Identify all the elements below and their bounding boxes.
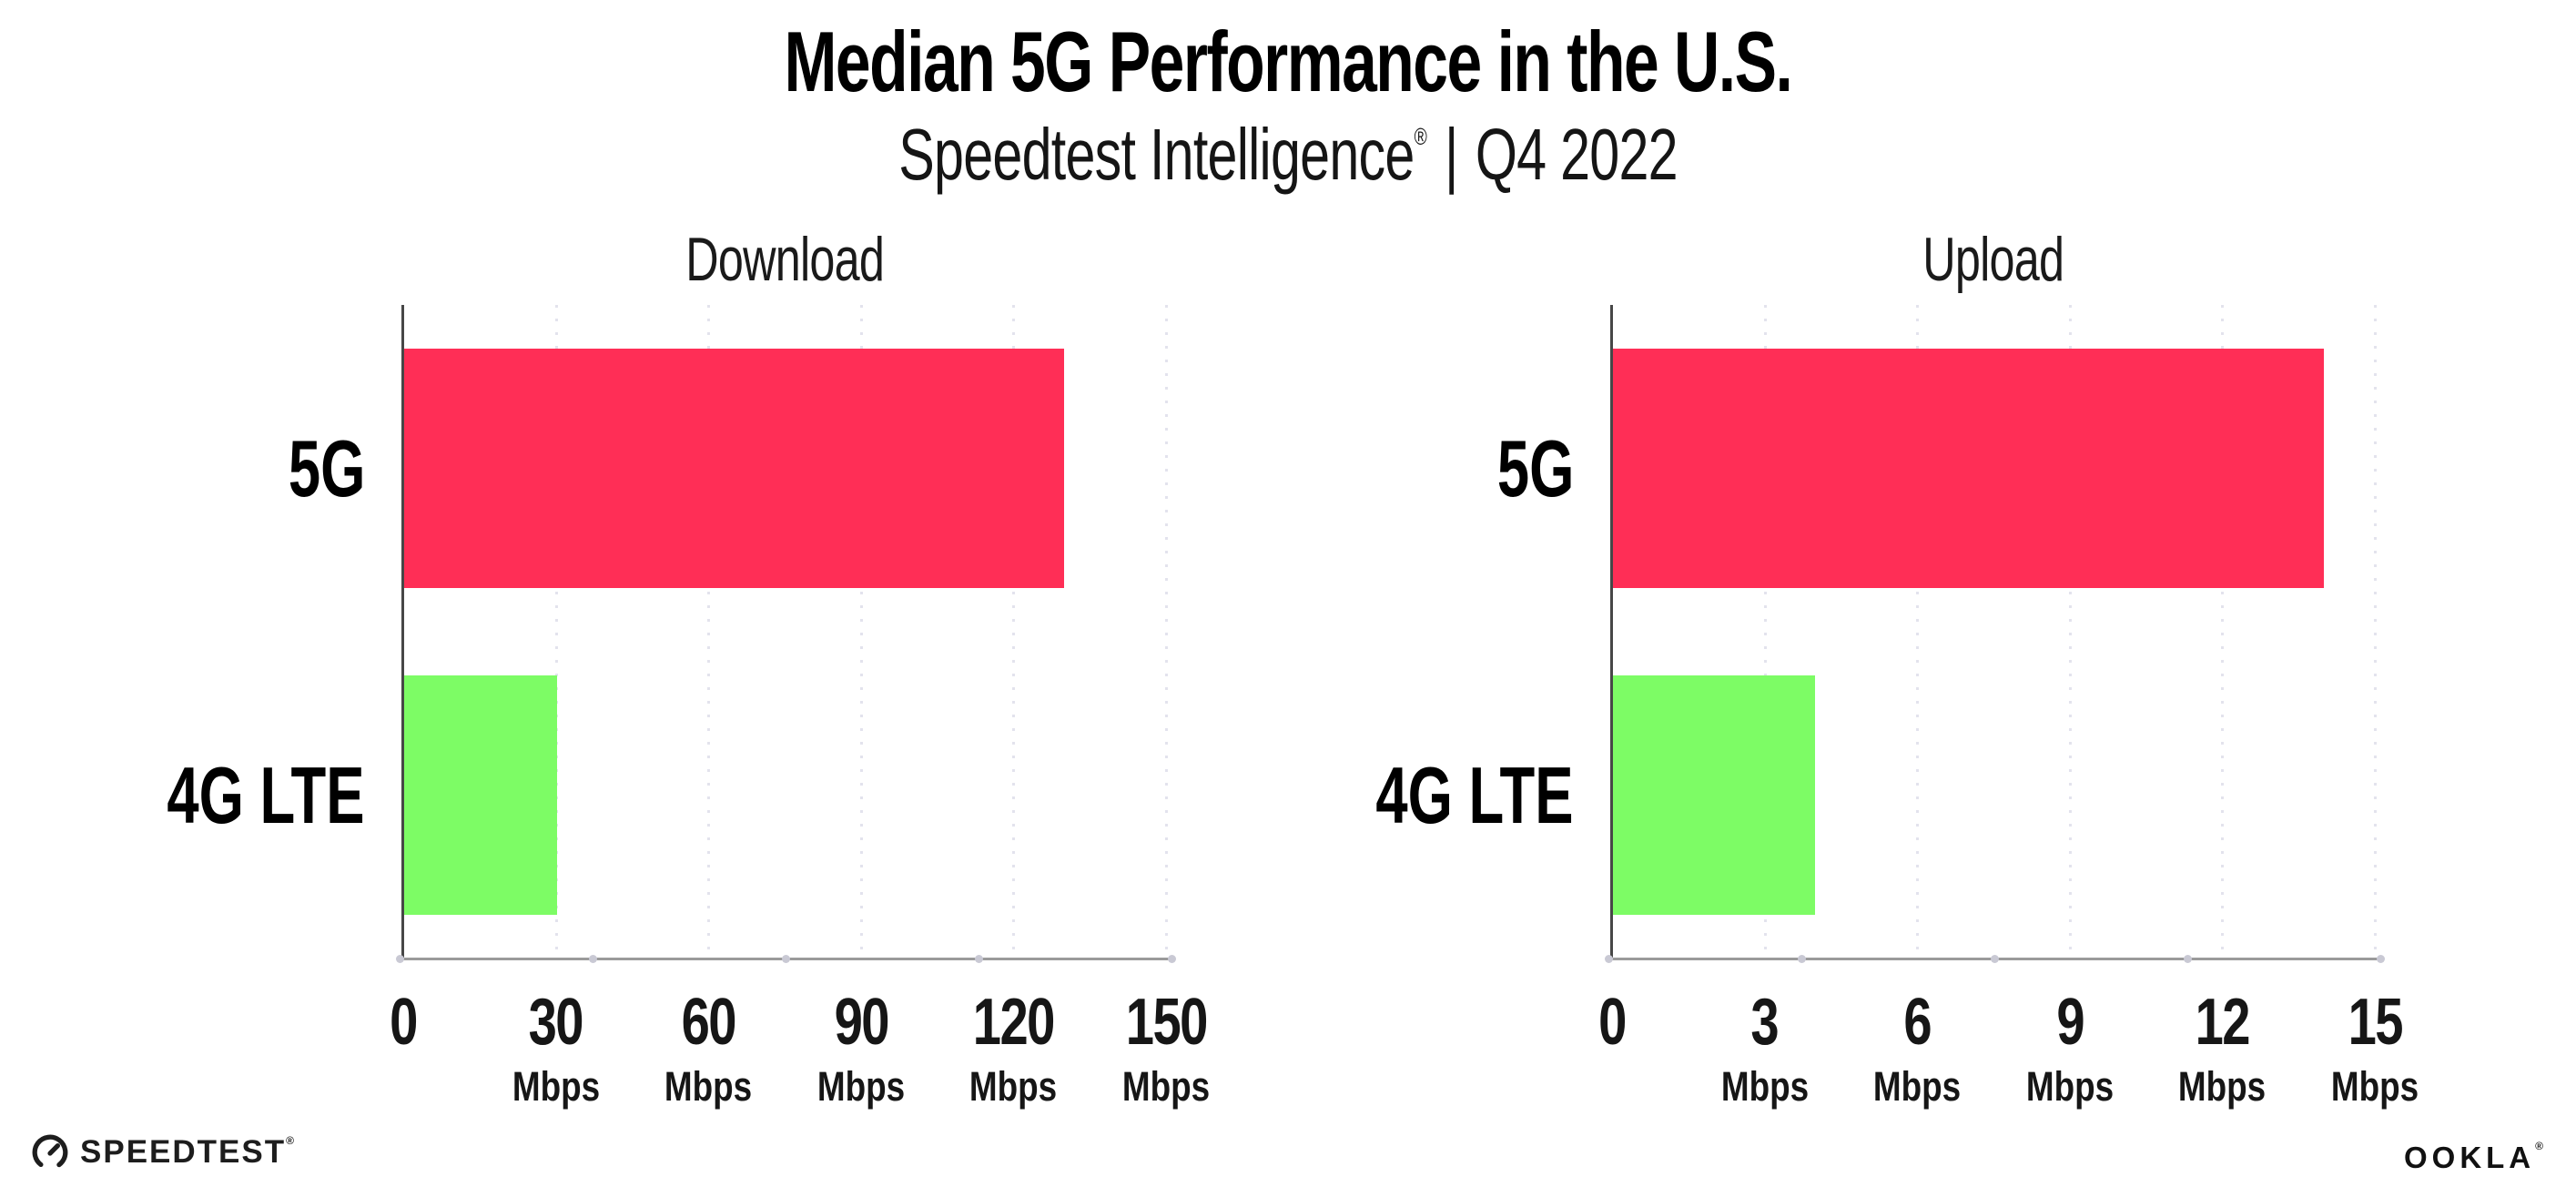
x-tick-label: 0 [1598, 986, 1627, 1059]
ookla-wordmark: OOKLA® [2403, 1140, 2543, 1174]
x-tick-12: 12 Mbps [2169, 989, 2277, 1107]
x-tick-6: 6 Mbps [1863, 989, 1971, 1107]
x-tick-0: 0 [1595, 989, 1629, 1055]
x-tick-unit: Mbps [969, 1063, 1058, 1110]
page-subtitle: Speedtest Intelligence® | Q4 2022 [0, 113, 2576, 197]
speedtest-registered-mark: ® [286, 1134, 294, 1147]
category-label-4g-lte-text: 4G LTE [167, 749, 365, 840]
x-axis-line [1605, 955, 2385, 963]
axis-tick-dot [1991, 955, 1999, 963]
x-tick-120: 120 Mbps [960, 989, 1068, 1107]
x-tick-unit: Mbps [2025, 1063, 2114, 1110]
x-tick-label: 9 [2055, 986, 2084, 1059]
upload-bars [1612, 305, 2375, 959]
x-tick-label: 3 [1750, 986, 1780, 1059]
axis-tick-dot [975, 955, 983, 963]
x-tick-unit: Mbps [816, 1063, 905, 1110]
registered-mark: ® [1414, 123, 1427, 150]
subtitle-separator: | [1444, 114, 1458, 195]
bar-4g-lte [1612, 675, 1816, 915]
x-axis-line [396, 955, 1176, 963]
category-label-5g-text: 5G [288, 422, 365, 513]
bar-4g-lte [403, 675, 558, 915]
upload-plot-area: 5G 4G LTE 0 3 Mbps 6 Mbps 9 Mbps 12 Mbps 15 Mbps [1376, 305, 2419, 1107]
axis-tick-dot [2184, 955, 2192, 963]
category-label-5g: 5G [259, 422, 403, 513]
x-tick-label: 15 [2348, 986, 2403, 1059]
upload-chart: Upload 5G 4G LTE 0 3 Mbps 6 Mbps 9 Mbps 12 Mbps 1… [1376, 0, 2419, 1197]
download-chart-title: Download [403, 224, 1166, 295]
axis-tick-dot [782, 955, 790, 963]
download-bars [403, 305, 1166, 959]
y-axis-line [1610, 305, 1613, 959]
page-subtitle-text: Speedtest Intelligence® | Q4 2022 [898, 113, 1678, 197]
bar-5g [403, 349, 1065, 588]
x-tick-unit: Mbps [2178, 1063, 2267, 1110]
speedtest-gauge-icon [32, 1134, 68, 1171]
band-4g-lte [403, 632, 1166, 959]
page-title-text: Median 5G Performance in the U.S. [784, 14, 1793, 109]
x-tick-30: 30 Mbps [502, 989, 610, 1107]
axis-tick-dot [1605, 955, 1613, 963]
band-5g [1612, 305, 2375, 632]
x-tick-label: 150 [1125, 986, 1208, 1059]
x-tick-unit: Mbps [512, 1063, 600, 1110]
x-tick-unit: Mbps [1720, 1063, 1809, 1110]
x-tick-0: 0 [386, 989, 421, 1055]
x-tick-9: 9 Mbps [2016, 989, 2124, 1107]
axis-tick-dot [396, 955, 404, 963]
y-axis-line [401, 305, 404, 959]
x-tick-90: 90 Mbps [807, 989, 915, 1107]
x-tick-label: 90 [834, 986, 889, 1059]
x-tick-label: 0 [390, 986, 418, 1059]
x-tick-label: 60 [681, 986, 737, 1059]
category-label-4g-lte-text: 4G LTE [1375, 749, 1574, 840]
x-tick-15: 15 Mbps [2321, 989, 2429, 1107]
axis-tick-dot [589, 955, 597, 963]
x-tick-label: 30 [528, 986, 584, 1059]
category-label-4g-lte: 4G LTE [90, 749, 403, 840]
category-label-5g-text: 5G [1496, 422, 1574, 513]
upload-chart-title-text: Upload [1922, 225, 2064, 294]
ookla-registered-mark: ® [2535, 1140, 2543, 1152]
band-4g-lte [1612, 632, 2375, 959]
page-title: Median 5G Performance in the U.S. [0, 13, 2576, 111]
category-label-4g-lte: 4G LTE [1299, 749, 1612, 840]
axis-tick-dot [1168, 955, 1176, 963]
download-chart: Download 5G 4G LTE 0 30 Mbps 60 Mbps 90 Mbps 12… [167, 0, 1210, 1197]
bar-5g [1612, 349, 2325, 588]
x-tick-unit: Mbps [1873, 1063, 1962, 1110]
x-tick-60: 60 Mbps [654, 989, 762, 1107]
download-plot-area: 5G 4G LTE 0 30 Mbps 60 Mbps 90 Mbps 120 Mbps 150 M… [167, 305, 1210, 1107]
subtitle-period: Q4 2022 [1475, 114, 1678, 195]
x-tick-150: 150 Mbps [1112, 989, 1220, 1107]
x-tick-unit: Mbps [664, 1063, 753, 1110]
speedtest-logo: SPEEDTEST® [31, 1133, 294, 1172]
x-tick-label: 6 [1903, 986, 1932, 1059]
x-tick-3: 3 Mbps [1711, 989, 1819, 1107]
upload-chart-title: Upload [1612, 224, 2375, 295]
ookla-logo: OOKLA® [2404, 1140, 2543, 1175]
axis-tick-dot [2377, 955, 2385, 963]
subtitle-brand: Speedtest Intelligence [898, 114, 1415, 195]
x-tick-unit: Mbps [2330, 1063, 2419, 1110]
x-tick-label: 120 [972, 986, 1056, 1059]
speedtest-wordmark: SPEEDTEST® [80, 1134, 294, 1170]
x-tick-unit: Mbps [1121, 1063, 1211, 1110]
axis-tick-dot [1798, 955, 1806, 963]
category-label-5g: 5G [1467, 422, 1612, 513]
download-chart-title-text: Download [685, 225, 885, 294]
x-tick-label: 12 [2195, 986, 2251, 1059]
band-5g [403, 305, 1166, 632]
